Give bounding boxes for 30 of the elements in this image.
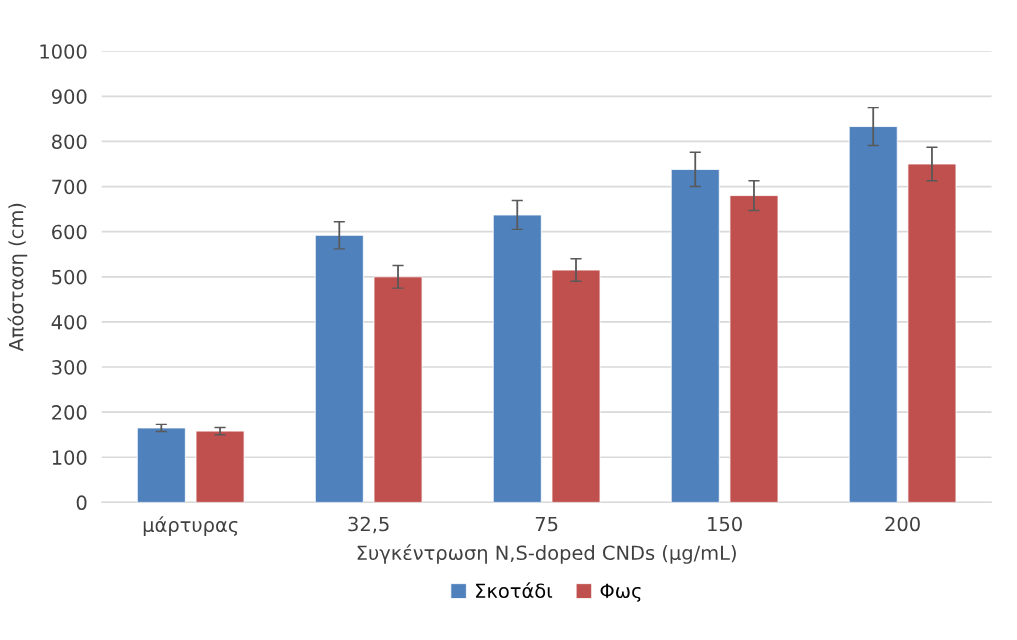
y-tick-label: 300 (52, 360, 87, 375)
y-tick-label: 600 (52, 224, 87, 240)
y-tick-label: 0 (76, 495, 87, 511)
bar (195, 430, 245, 503)
y-axis-title: Απόσταση (cm) (7, 203, 28, 352)
bar (551, 269, 601, 503)
y-tick-label: 1000 (40, 44, 87, 59)
x-tick-label: 200 (885, 516, 920, 532)
x-tick-label: 150 (708, 516, 742, 532)
bar (670, 168, 720, 503)
bar (492, 214, 542, 503)
x-tick-label: 32,5 (348, 516, 389, 534)
legend-label: Φως (600, 583, 641, 602)
y-tick-label: 100 (52, 450, 87, 465)
bar (314, 234, 364, 503)
bar (729, 195, 779, 503)
y-tick-label: 800 (52, 134, 87, 150)
y-tick-label: 700 (52, 179, 87, 195)
bar (373, 276, 423, 503)
bar (907, 163, 957, 503)
x-tick-label: 75 (535, 516, 558, 532)
y-tick-label: 200 (52, 405, 87, 420)
x-tick-label: μάρτυρας (143, 516, 238, 536)
bar (848, 126, 898, 503)
x-axis-title: Συγκέντρωση N,S-doped CNDs (μg/mL) (357, 544, 736, 564)
legend-label: Σκοτάδι (476, 582, 553, 599)
y-tick-label: 500 (52, 269, 87, 285)
y-tick-label: 900 (51, 89, 87, 104)
bar (136, 427, 186, 503)
y-tick-label: 400 (51, 314, 87, 330)
